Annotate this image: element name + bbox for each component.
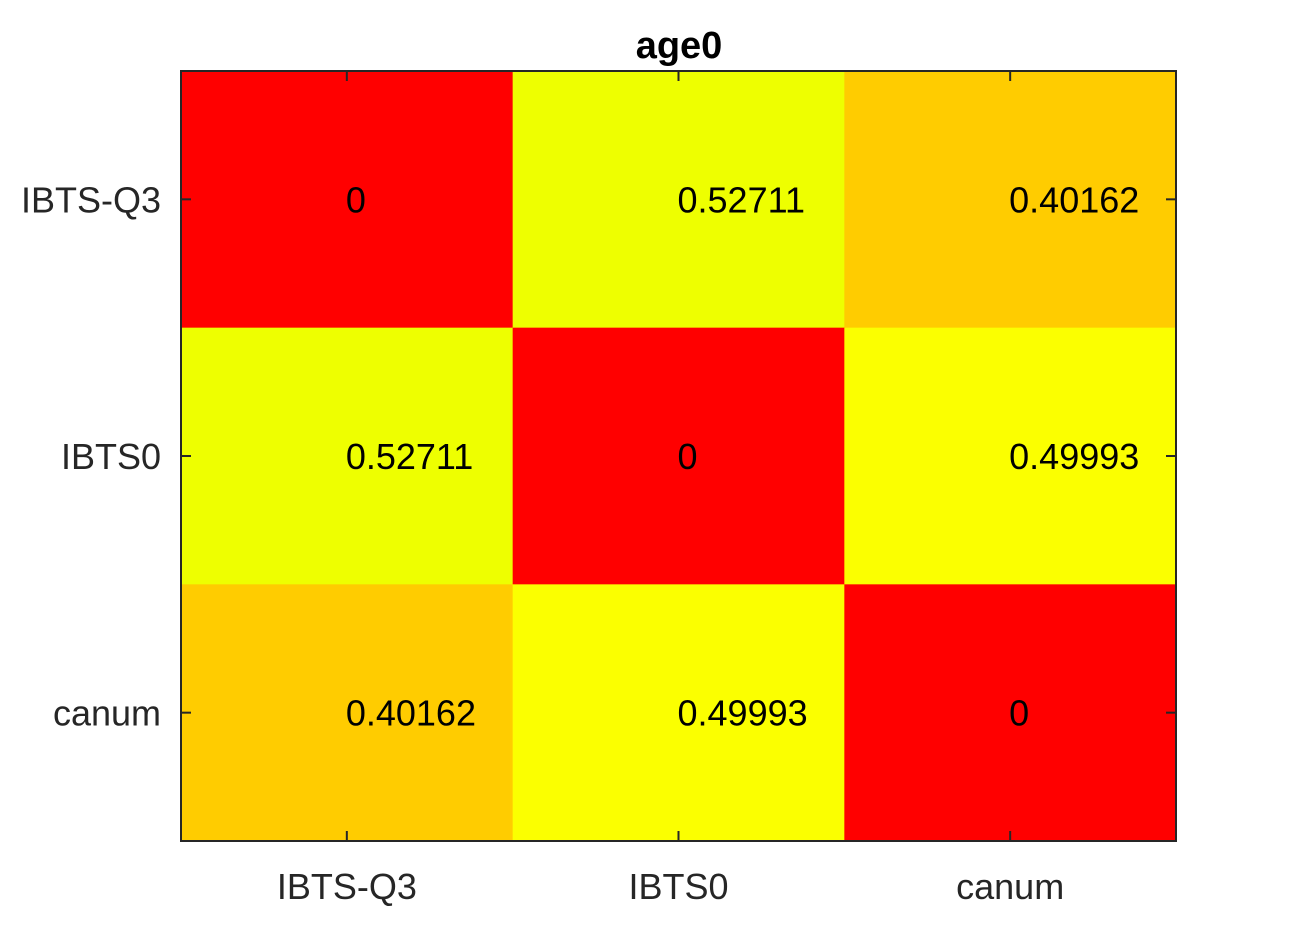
x-tick-label: canum — [956, 866, 1064, 907]
y-tick-label: IBTS0 — [61, 436, 161, 477]
heatmap-cell — [512, 327, 845, 585]
cell-value-label: 0.52711 — [678, 179, 805, 220]
cell-value-label: 0.52711 — [346, 436, 473, 477]
cell-value-label: 0 — [1009, 693, 1029, 734]
x-tick-label: IBTS-Q3 — [277, 866, 417, 907]
heatmap-cell — [844, 327, 1177, 585]
x-axis-tick-labels: IBTS-Q3 IBTS0 canum — [277, 866, 1064, 907]
heatmap-cells — [181, 71, 1177, 842]
x-tick-label: IBTS0 — [628, 866, 728, 907]
cell-value-label: 0.40162 — [1009, 179, 1139, 220]
heatmap-cell — [181, 584, 514, 842]
chart-title: age0 — [636, 25, 723, 67]
heatmap-cell — [512, 584, 845, 842]
heatmap-cell — [844, 584, 1177, 842]
cell-value-label: 0.40162 — [346, 693, 476, 734]
y-tick-label: canum — [53, 693, 161, 734]
heatmap-cell — [512, 71, 845, 329]
cell-value-label: 0 — [678, 436, 698, 477]
y-tick-label: IBTS-Q3 — [21, 179, 161, 220]
cell-value-label: 0.49993 — [1009, 436, 1139, 477]
cell-value-labels: 0 0.52711 0.40162 0.52711 0 0.49993 0.40162 0.4… — [346, 179, 1139, 733]
heatmap-cell — [844, 71, 1177, 329]
cell-value-label: 0.49993 — [678, 693, 808, 734]
y-axis-tick-labels: IBTS-Q3 IBTS0 canum — [21, 179, 161, 733]
axis-ticks — [181, 71, 1176, 841]
cell-value-label: 0 — [346, 179, 366, 220]
heatmap-cell — [181, 71, 514, 329]
heatmap-cell — [181, 327, 514, 585]
